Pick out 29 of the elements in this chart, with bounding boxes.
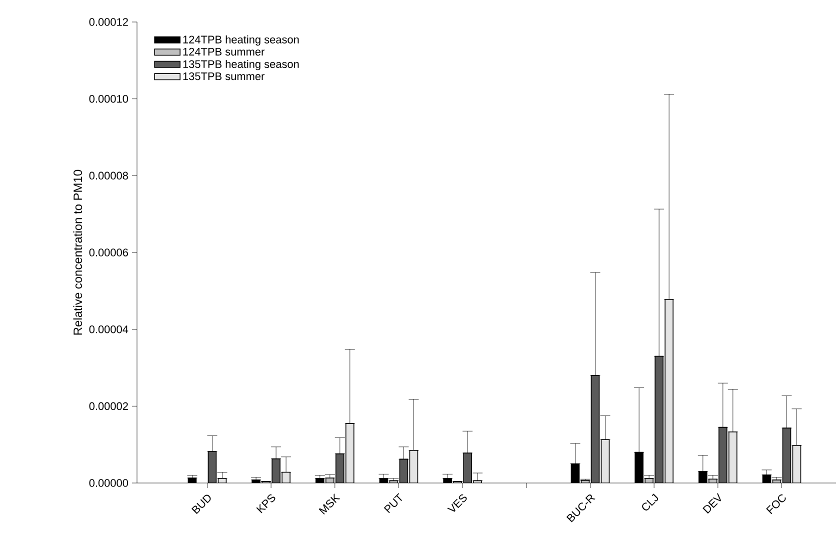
y-tick-label: 0.00010 [89, 94, 128, 103]
x-tick-label: CLJ [642, 494, 658, 510]
bar [409, 450, 418, 483]
y-tick-label: 0.00004 [89, 325, 128, 334]
bar [772, 480, 782, 483]
bar [399, 458, 408, 483]
legend-label: 135TPB summer [183, 72, 264, 80]
bar [792, 444, 802, 483]
x-tick-label: VES [447, 494, 467, 512]
legend-label: 124TPB summer [183, 48, 264, 56]
bar [718, 426, 728, 483]
bar [208, 451, 217, 483]
y-tick-label: 0.00006 [89, 248, 128, 256]
y-tick-label: 0.00012 [89, 18, 128, 26]
bar [335, 453, 344, 483]
bar [664, 298, 674, 483]
bar [590, 375, 600, 483]
bar [782, 428, 792, 483]
bar [272, 458, 280, 483]
y-tick-label: 0.00008 [89, 172, 128, 180]
bar [728, 432, 738, 483]
legend-label: 135TPB heating season [183, 60, 299, 70]
y-axis-title: Relative concentration to PM10 [73, 170, 82, 335]
bar [345, 423, 354, 483]
legend-label: 124TPB heating season [183, 35, 299, 46]
y-tick-label: 0.00000 [89, 479, 128, 487]
bar [600, 439, 610, 483]
y-tick-label: 0.00002 [89, 402, 128, 410]
bar [654, 356, 664, 483]
